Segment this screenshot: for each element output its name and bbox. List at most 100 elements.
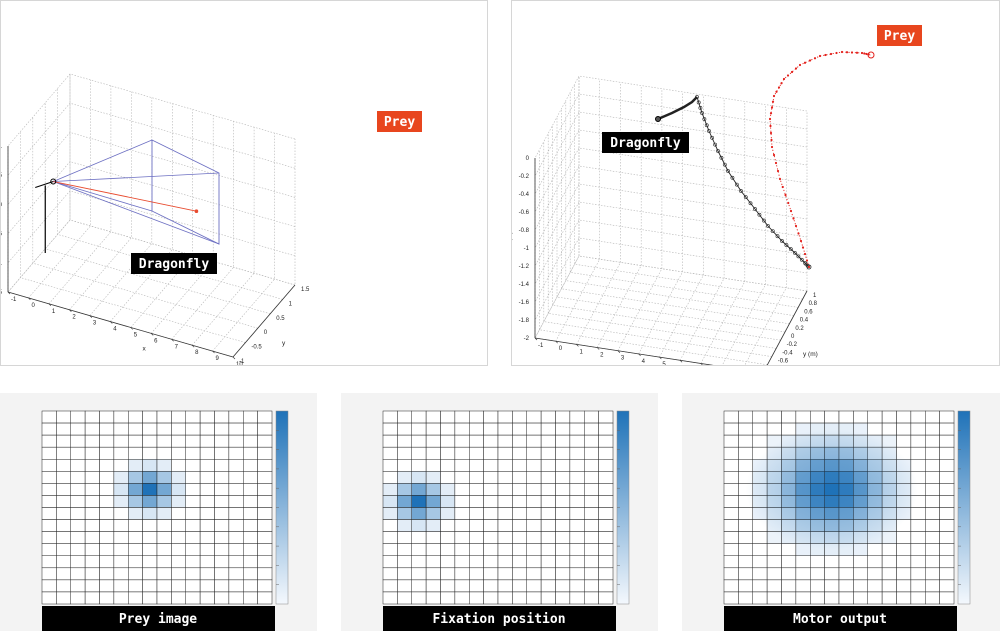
grid-cell — [425, 434, 441, 448]
x-tick-label: 5 — [662, 362, 666, 365]
grid-cell — [440, 579, 456, 593]
grid-cell — [440, 422, 456, 436]
grid-cell — [214, 434, 230, 448]
grid-cell — [540, 567, 556, 581]
grid-cell — [228, 434, 244, 448]
frustum-ray — [53, 181, 153, 212]
grid-cell — [766, 555, 782, 569]
grid-cell — [810, 591, 825, 605]
grid-cell — [598, 531, 614, 544]
prey-marker — [829, 52, 833, 56]
grid-cell — [243, 567, 258, 581]
grid-cell — [171, 567, 186, 581]
grid-cell — [382, 543, 398, 556]
prey-marker — [789, 209, 793, 213]
grid-cell — [70, 579, 86, 593]
grid-cell — [584, 543, 599, 556]
grid-cell — [766, 543, 782, 556]
grid-cell — [584, 531, 599, 544]
grid-cell — [555, 410, 571, 424]
grid-cell — [867, 410, 883, 424]
grid-cell — [497, 543, 513, 556]
grid-cell — [84, 567, 100, 581]
grid-cell — [584, 579, 599, 593]
z-gridline — [534, 219, 808, 303]
grid-cell — [896, 591, 912, 605]
y-gridline — [7, 146, 234, 358]
x-tick — [89, 315, 93, 318]
z-gridline — [7, 73, 296, 147]
grid-cell — [156, 531, 172, 544]
grid-cell — [512, 422, 527, 436]
grid-cell — [171, 459, 186, 472]
x-gridline — [555, 79, 600, 342]
grid-cell — [881, 579, 897, 593]
grid-cell — [795, 410, 811, 424]
z-tick-label: -1.2 — [519, 264, 530, 270]
grid-cell — [185, 567, 201, 581]
grid-cell — [526, 495, 542, 508]
prey-marker — [798, 63, 802, 67]
grid-cell — [598, 434, 614, 448]
dragonfly-marker — [730, 175, 735, 180]
z-gridline — [534, 165, 808, 249]
grid-cell — [896, 531, 912, 544]
grid-cell — [939, 422, 955, 436]
grid-cell — [382, 519, 398, 532]
x-gridline — [659, 95, 704, 358]
grid-cell — [469, 567, 484, 581]
capture-point — [806, 264, 812, 270]
prey-label: Prey — [384, 115, 415, 130]
grid-cell — [469, 434, 484, 448]
grid-cell — [555, 519, 571, 532]
grid-cell — [41, 579, 57, 593]
grid-cell — [99, 410, 115, 424]
grid-cell — [41, 410, 57, 424]
grid-cell — [526, 471, 542, 484]
dragonfly-path — [655, 95, 810, 268]
grid-cell — [382, 495, 398, 508]
grid-cell — [228, 507, 244, 520]
prey-marker — [860, 51, 864, 55]
grid-cell — [910, 434, 926, 448]
grid-cell — [199, 446, 215, 460]
x-axis-line — [534, 337, 714, 365]
prey-marker — [818, 54, 822, 58]
grid-cell — [171, 555, 186, 569]
grid-cell — [185, 555, 201, 569]
fixation-position-heatmap: Fixation position — [382, 410, 630, 631]
grid-cell — [569, 434, 585, 448]
grid-cell — [199, 495, 215, 508]
motor-output-heatmap: Motor output — [723, 410, 971, 631]
grid-cell — [483, 591, 499, 605]
grid-cell — [512, 567, 527, 581]
prey-marker — [803, 61, 807, 64]
prey-end-point — [867, 51, 875, 59]
grid-cell — [555, 459, 571, 472]
grid-cell — [454, 434, 470, 448]
y-gridline — [44, 102, 271, 315]
grid-cell — [214, 446, 230, 460]
grid-cell — [584, 519, 599, 532]
grid-cell — [540, 422, 556, 436]
x-tick-label: 9 — [216, 356, 220, 362]
grid-cell — [526, 531, 542, 544]
x-gridline — [744, 107, 787, 365]
y-tick-label: 1 — [813, 293, 817, 299]
grid-cell — [113, 446, 129, 460]
grid-cell — [41, 567, 57, 581]
grid-cell — [425, 555, 441, 569]
x-gridline — [722, 104, 766, 365]
grid-cell — [41, 531, 57, 544]
grid-cell — [257, 579, 273, 593]
prey-marker — [840, 50, 844, 54]
grid-cell — [584, 459, 599, 472]
grid-cell — [896, 543, 912, 556]
grid-cell — [723, 471, 739, 484]
fov-3d-plot: -1012345678910-1-0.500.511.5-1.5-1-0.500… — [1, 73, 422, 365]
grid-cell — [555, 555, 571, 569]
z-tick-label: -0.6 — [519, 210, 530, 216]
z-tick-label: -1.6 — [519, 300, 530, 306]
prey-marker — [787, 201, 790, 205]
grid-cell — [70, 410, 86, 424]
